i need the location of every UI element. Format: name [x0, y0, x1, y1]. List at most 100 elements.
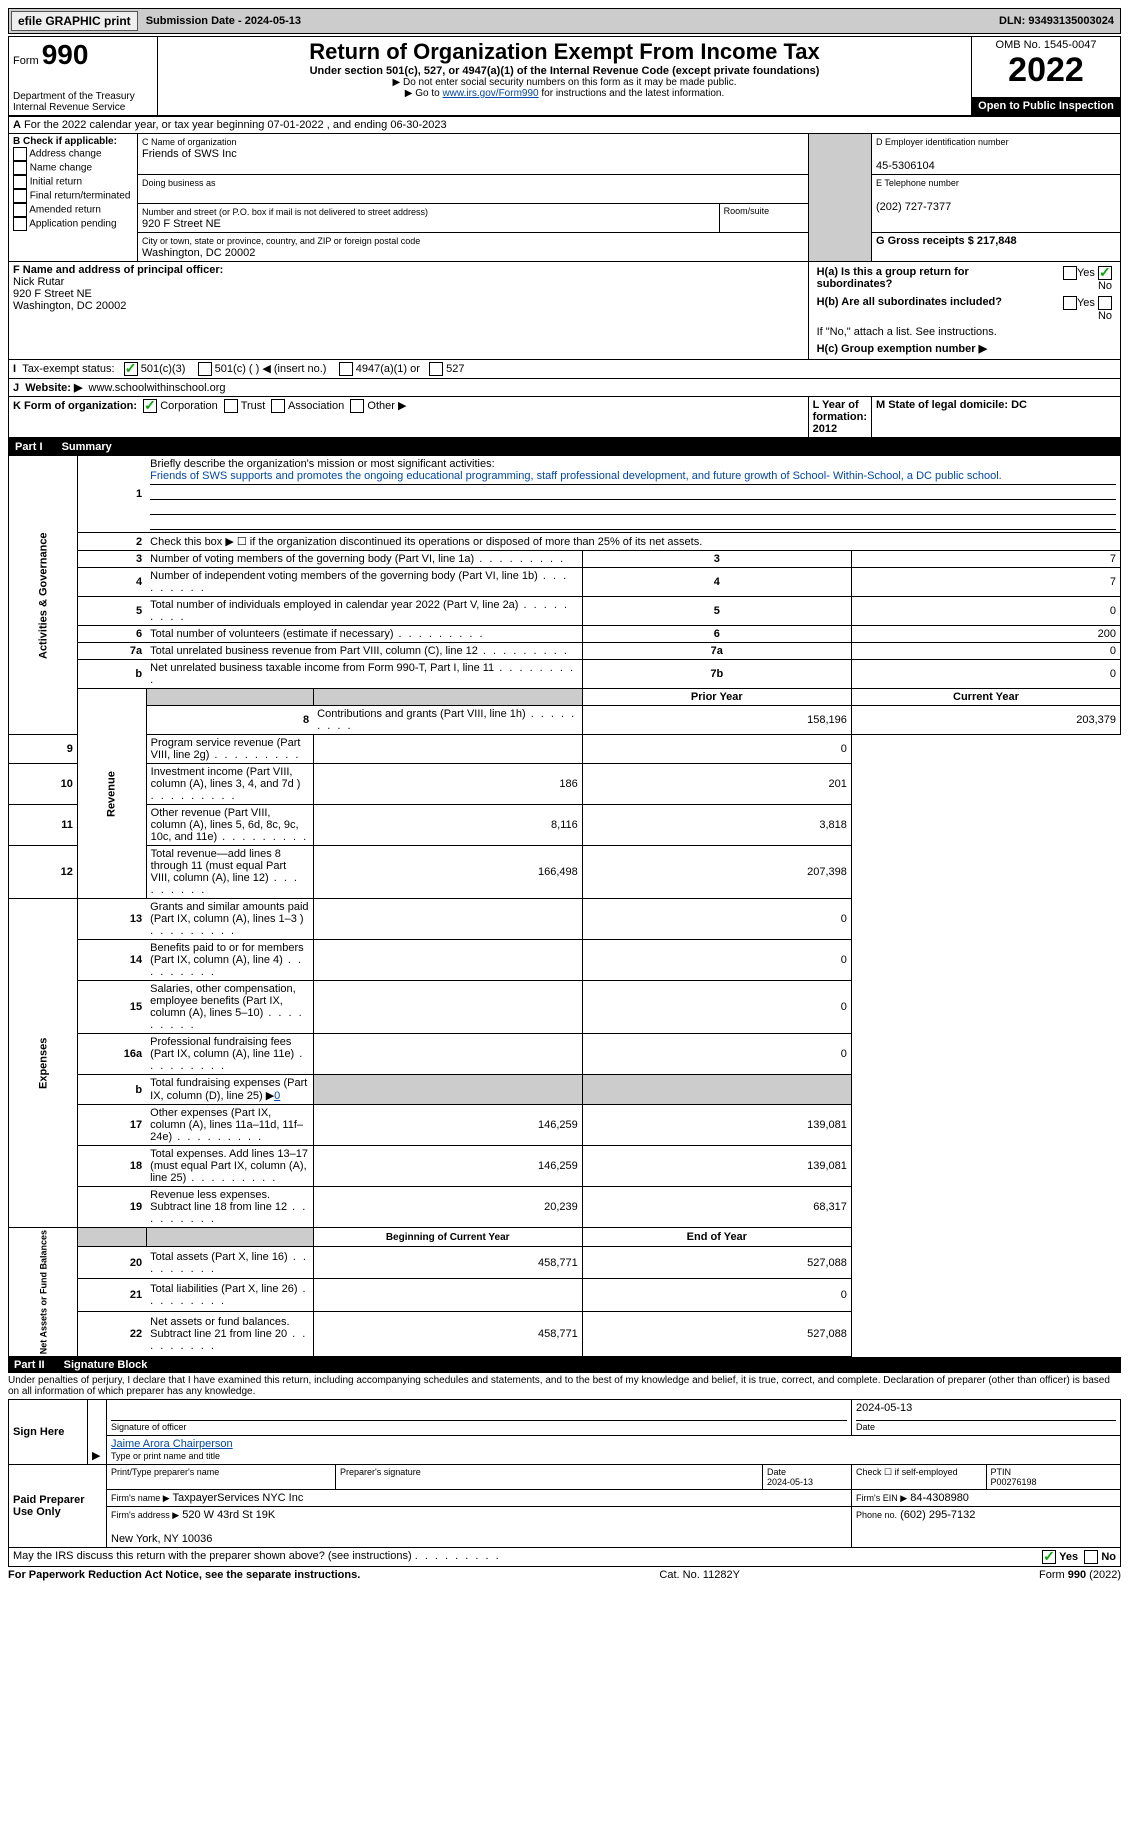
org-name-label: C Name of organization	[142, 137, 237, 147]
omb-number: OMB No. 1545-0047	[976, 39, 1116, 51]
other-checkbox[interactable]	[350, 399, 364, 413]
paid-preparer-label: Paid Preparer Use Only	[9, 1465, 107, 1548]
irs-label: Internal Revenue Service	[13, 102, 153, 113]
ein-label: D Employer identification number	[876, 137, 1009, 147]
sig-officer-label: Signature of officer	[111, 1422, 186, 1432]
part1-table: Part I Summary Activities & Governance 1…	[8, 438, 1121, 1357]
part2-title: Signature Block	[54, 1357, 158, 1373]
form-footer: Form 990 (2022)	[1039, 1569, 1121, 1581]
ha-no-checkbox[interactable]	[1098, 266, 1112, 280]
firm-city: New York, NY 10036	[111, 1533, 212, 1545]
officer-name: Nick Rutar	[13, 276, 64, 288]
cat-number: Cat. No. 11282Y	[659, 1569, 740, 1581]
state-domicile: M State of legal domicile: DC	[872, 397, 1121, 438]
hb-yes-checkbox[interactable]	[1063, 296, 1077, 310]
sig-date-label: Date	[856, 1422, 875, 1432]
form-title: Return of Organization Exempt From Incom…	[162, 39, 967, 65]
city-label: City or town, state or province, country…	[142, 236, 420, 246]
year-formation: L Year of formation: 2012	[808, 397, 871, 438]
form-subtitle: Under section 501(c), 527, or 4947(a)(1)…	[162, 65, 967, 77]
ssn-note: ▶ Do not enter social security numbers o…	[162, 77, 967, 88]
type-name-label: Type or print name and title	[111, 1451, 220, 1461]
entity-section: A For the 2022 calendar year, or tax yea…	[8, 116, 1121, 438]
ein-value: 45-5306104	[876, 160, 935, 172]
501c-checkbox[interactable]	[198, 362, 212, 376]
initial-return-checkbox[interactable]	[13, 175, 27, 189]
hb-label: H(b) Are all subordinates included?	[817, 296, 1002, 308]
top-bar: efile GRAPHIC print Submission Date - 20…	[8, 8, 1121, 34]
tax-year: 2022	[976, 51, 1116, 90]
end-year-header: End of Year	[582, 1228, 851, 1247]
501c3-checkbox[interactable]	[124, 362, 138, 376]
side-netassets: Net Assets or Fund Balances	[9, 1228, 78, 1357]
firm-phone: (602) 295-7132	[900, 1509, 975, 1521]
527-checkbox[interactable]	[429, 362, 443, 376]
side-expenses: Expenses	[9, 899, 78, 1228]
open-to-public: Open to Public Inspection	[972, 97, 1121, 115]
hb-no-checkbox[interactable]	[1098, 296, 1112, 310]
firm-addr: 520 W 43rd St 19K	[182, 1509, 275, 1521]
phone-value: (202) 727-7377	[876, 201, 951, 213]
submission-date: Submission Date - 2024-05-13	[140, 15, 307, 27]
hb-note: If "No," attach a list. See instructions…	[813, 324, 1116, 340]
part1-header: Part I	[9, 439, 49, 455]
dba-label: Doing business as	[142, 178, 216, 188]
form-org-label: K Form of organization:	[13, 400, 137, 412]
dept-treasury: Department of the Treasury	[13, 91, 153, 102]
form990-link[interactable]: www.irs.gov/Form990	[442, 88, 538, 99]
calendar-year-line: A For the 2022 calendar year, or tax yea…	[9, 117, 1121, 134]
prep-name-label: Print/Type preparer's name	[107, 1465, 336, 1490]
side-revenue: Revenue	[77, 689, 146, 899]
gross-receipts: G Gross receipts $ 217,848	[872, 233, 1121, 262]
discuss-no-checkbox[interactable]	[1084, 1550, 1098, 1564]
officer-name-title: Jaime Arora Chairperson	[111, 1438, 1116, 1450]
street-value: 920 F Street NE	[142, 218, 221, 230]
signature-block: Sign Here ▶ Signature of officer 2024-05…	[8, 1399, 1121, 1567]
form-header: Form 990 Department of the Treasury Inte…	[8, 36, 1121, 116]
website-value: www.schoolwithinschool.org	[89, 382, 226, 394]
prep-sig-label: Preparer's signature	[336, 1465, 763, 1490]
phone-label: E Telephone number	[876, 178, 959, 188]
officer-label: F Name and address of principal officer:	[13, 264, 223, 276]
dln: DLN: 93493135003024	[993, 15, 1120, 27]
prior-year-header: Prior Year	[582, 689, 851, 706]
assoc-checkbox[interactable]	[271, 399, 285, 413]
part1-title: Summary	[52, 439, 122, 455]
sign-here-label: Sign Here	[9, 1400, 88, 1465]
trust-checkbox[interactable]	[224, 399, 238, 413]
line2-text: Check this box ▶ ☐ if the organization d…	[146, 533, 1120, 551]
room-suite-label: Room/suite	[719, 204, 808, 233]
mission-text: Friends of SWS supports and promotes the…	[150, 470, 1116, 485]
4947-checkbox[interactable]	[339, 362, 353, 376]
hc-label: H(c) Group exemption number ▶	[817, 343, 987, 355]
firm-name: TaxpayerServices NYC Inc	[173, 1492, 304, 1504]
address-change-checkbox[interactable]	[13, 147, 27, 161]
final-return-checkbox[interactable]	[13, 189, 27, 203]
page-footer: For Paperwork Reduction Act Notice, see …	[8, 1569, 1121, 1581]
form-prefix: Form	[13, 55, 39, 67]
line1-label: Briefly describe the organization's miss…	[150, 458, 494, 470]
form-number: 990	[42, 39, 89, 70]
section-b-label: B Check if applicable:	[13, 136, 117, 147]
website-label: Website: ▶	[25, 382, 82, 394]
street-label: Number and street (or P.O. box if mail i…	[142, 207, 428, 217]
officer-addr2: Washington, DC 20002	[13, 300, 126, 312]
officer-addr1: 920 F Street NE	[13, 288, 92, 300]
tax-exempt-label: Tax-exempt status:	[22, 363, 114, 375]
amended-return-checkbox[interactable]	[13, 203, 27, 217]
corp-checkbox[interactable]	[143, 399, 157, 413]
self-employed-check: Check ☐ if self-employed	[852, 1465, 987, 1490]
ha-label: H(a) Is this a group return for subordin…	[817, 266, 969, 290]
pra-notice: For Paperwork Reduction Act Notice, see …	[8, 1569, 360, 1581]
ha-yes-checkbox[interactable]	[1063, 266, 1077, 280]
sig-date: 2024-05-13	[856, 1402, 1116, 1421]
name-change-checkbox[interactable]	[13, 161, 27, 175]
firm-ein: 84-4308980	[910, 1492, 969, 1504]
org-name: Friends of SWS Inc	[142, 148, 237, 160]
part2-header: Part II	[8, 1357, 51, 1373]
begin-year-header: Beginning of Current Year	[313, 1228, 582, 1247]
discuss-yes-checkbox[interactable]	[1042, 1550, 1056, 1564]
perjury-statement: Under penalties of perjury, I declare th…	[8, 1373, 1121, 1399]
efile-print-button[interactable]: efile GRAPHIC print	[11, 11, 138, 31]
application-pending-checkbox[interactable]	[13, 217, 27, 231]
